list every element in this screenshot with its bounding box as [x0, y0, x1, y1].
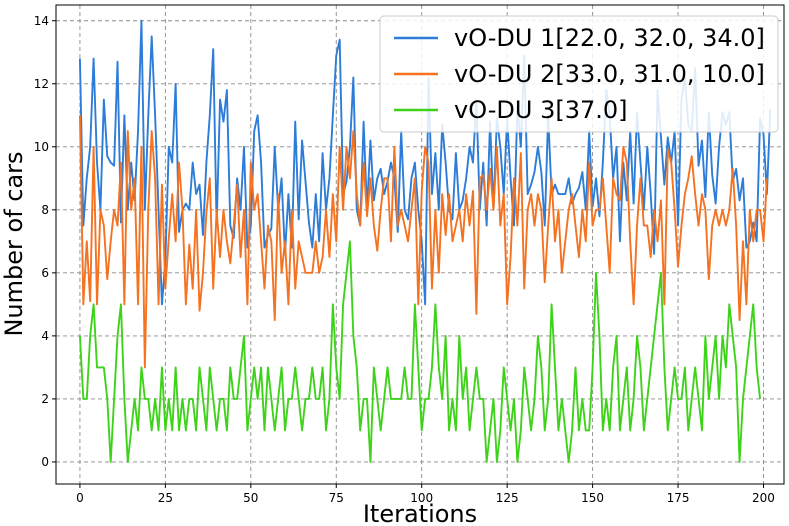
x-tick-label: 200	[752, 491, 775, 505]
y-axis-label: Number of cars	[0, 151, 28, 336]
legend-label-3: vO-DU 3[37.0]	[454, 96, 628, 124]
y-tick-label: 4	[41, 329, 49, 343]
y-tick-label: 2	[41, 392, 49, 406]
x-tick-label: 125	[496, 491, 519, 505]
legend-box	[379, 15, 779, 133]
y-tick-label: 6	[41, 266, 49, 280]
x-axis-ticks: 0 25 50 75 100 125 150 175 200	[76, 484, 775, 505]
y-tick-label: 8	[41, 203, 49, 217]
legend: vO-DU 1[22.0, 32.0, 34.0] vO-DU 2[33.0, 3…	[379, 15, 779, 133]
x-tick-label: 75	[329, 491, 344, 505]
x-tick-label: 150	[581, 491, 604, 505]
x-tick-label: 50	[243, 491, 258, 505]
x-tick-label: 0	[76, 491, 84, 505]
y-axis-ticks: 0 2 4 6 8 10 12 14	[34, 14, 56, 469]
series-layer	[78, 19, 772, 463]
y-tick-label: 12	[34, 77, 49, 91]
x-axis-label: Iterations	[363, 500, 477, 526]
series-line-2	[78, 115, 768, 369]
y-tick-label: 10	[34, 140, 49, 154]
x-tick-label: 100	[410, 491, 433, 505]
series-line-3	[78, 240, 762, 463]
legend-label-2: vO-DU 2[33.0, 31.0, 10.0]	[454, 60, 765, 88]
y-tick-label: 14	[34, 14, 49, 28]
plot-frame	[55, 4, 785, 485]
x-tick-label: 25	[158, 491, 173, 505]
y-tick-label: 0	[41, 455, 49, 469]
legend-label-1: vO-DU 1[22.0, 32.0, 34.0]	[454, 24, 765, 52]
series-line-1	[78, 19, 772, 306]
x-tick-label: 175	[667, 491, 690, 505]
